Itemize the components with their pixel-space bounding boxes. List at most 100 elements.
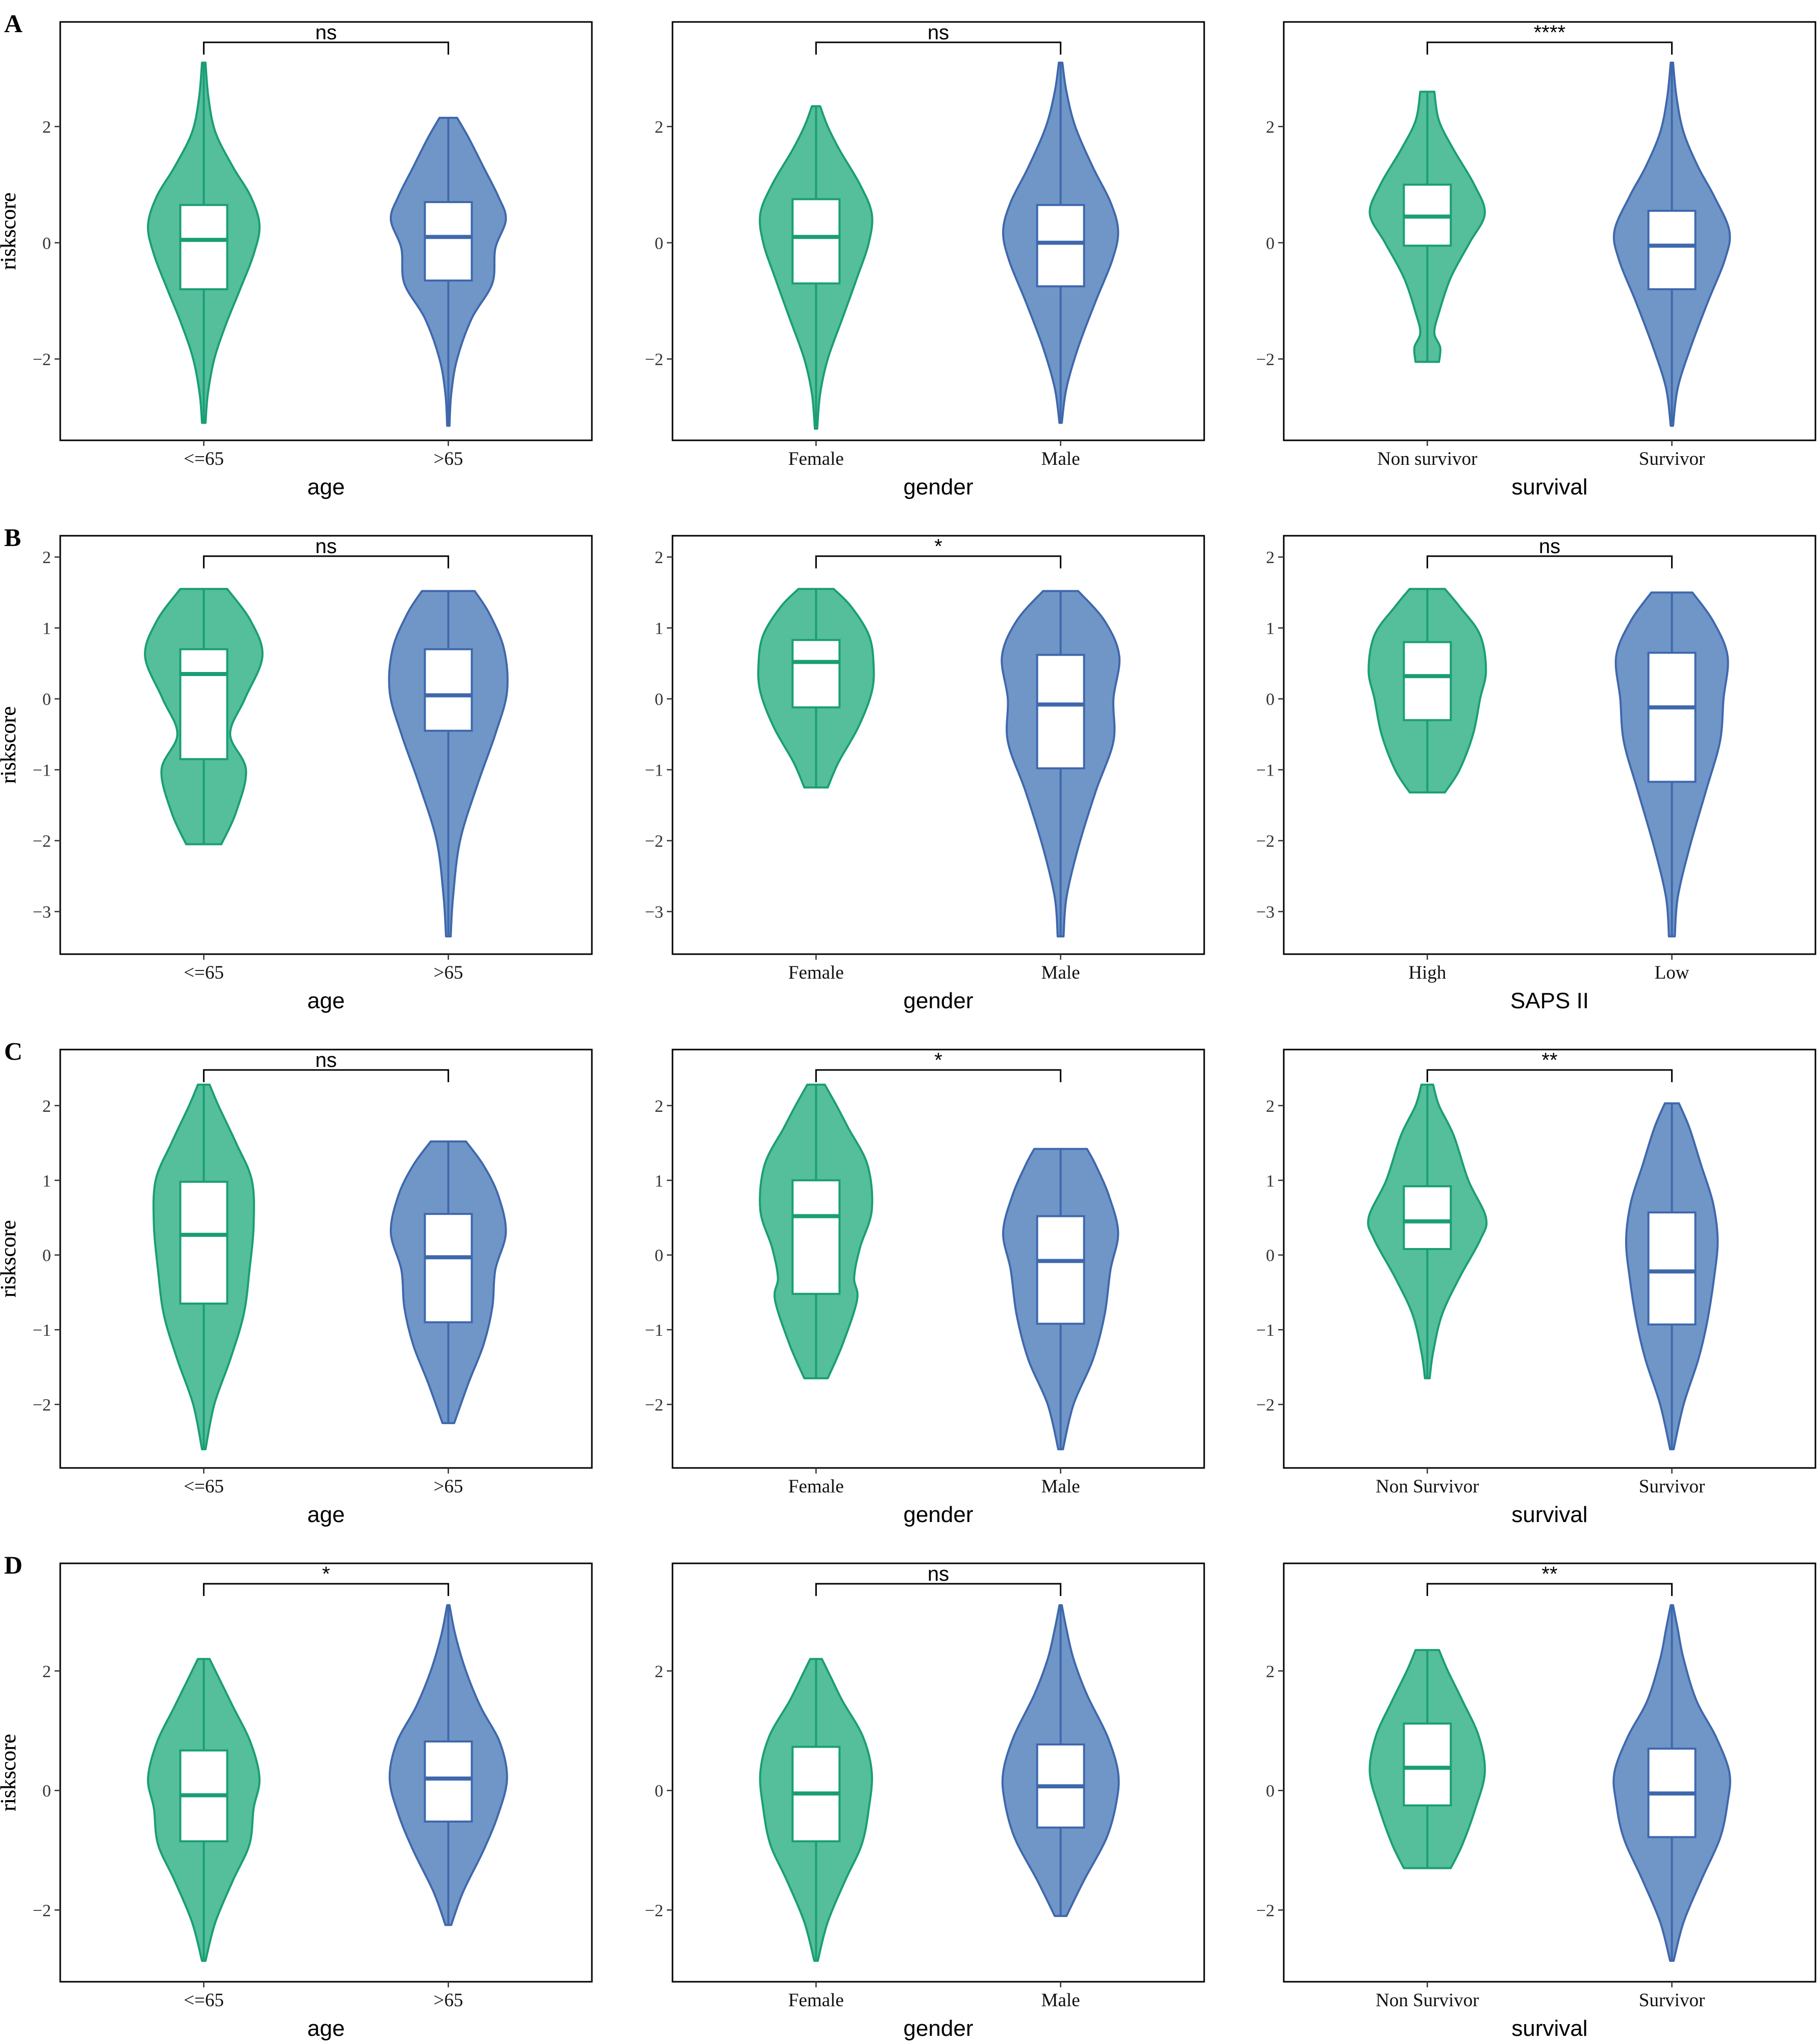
y-tick-label: −1 bbox=[33, 761, 51, 780]
violin-group: <=65 bbox=[152, 1083, 255, 1497]
plot-frame bbox=[671, 535, 1205, 955]
significance-bracket bbox=[1426, 41, 1673, 55]
x-axis-title: age bbox=[307, 2016, 344, 2041]
significance-bracket bbox=[1426, 1583, 1673, 1596]
x-tick-label: Female bbox=[788, 448, 844, 469]
x-tick-label: Non Survivor bbox=[1376, 1476, 1479, 1497]
x-tick-label: Male bbox=[1041, 448, 1080, 469]
significance-label: ** bbox=[1541, 1563, 1557, 1585]
y-tick-label: 2 bbox=[655, 118, 663, 137]
x-axis-title: survival bbox=[1511, 1502, 1587, 1527]
violin-group: Female bbox=[757, 588, 875, 983]
iqr-box bbox=[791, 198, 841, 285]
panel-letter: A bbox=[4, 9, 22, 38]
plot-frame bbox=[1283, 1049, 1816, 1469]
significance-label: ** bbox=[1541, 1049, 1557, 1071]
significance-bracket bbox=[815, 1583, 1062, 1596]
significance-bracket bbox=[203, 555, 450, 568]
y-axis-title: riskscore bbox=[0, 192, 20, 270]
plot-panel-d-1: D −2 0 2 riskscore <=65 >65 age * bbox=[0, 1551, 593, 2041]
significance-label: ns bbox=[315, 21, 337, 44]
y-tick-label: 1 bbox=[655, 1171, 663, 1190]
iqr-box bbox=[1036, 1215, 1085, 1325]
significance-label: ns bbox=[1539, 535, 1560, 558]
plot-frame bbox=[1283, 21, 1816, 441]
significance-label: ns bbox=[315, 535, 337, 558]
y-tick-label: −1 bbox=[33, 1321, 51, 1340]
plot-panel-c-2: −2 −1 0 1 2 riskscore Female Male gender * bbox=[0, 1049, 1205, 1527]
y-tick-label: −1 bbox=[1256, 761, 1275, 780]
violin-group: Male bbox=[1001, 590, 1121, 983]
violin-group: Survivor bbox=[1625, 1102, 1719, 1497]
iqr-box bbox=[423, 201, 473, 282]
x-tick-label: <=65 bbox=[184, 1990, 224, 2011]
significance-label: * bbox=[934, 1049, 942, 1071]
significance-bracket bbox=[815, 555, 1062, 568]
iqr-box bbox=[1647, 210, 1697, 290]
iqr-box bbox=[1647, 652, 1697, 783]
x-axis-title: gender bbox=[903, 1502, 973, 1527]
y-tick-label: 0 bbox=[42, 1782, 51, 1801]
violin-group: Non Survivor bbox=[1367, 1083, 1488, 1497]
x-tick-label: Survivor bbox=[1639, 448, 1705, 469]
y-axis-title: riskscore bbox=[0, 1734, 20, 1811]
y-axis-title: riskscore bbox=[0, 706, 20, 784]
violin-group: Non Survivor bbox=[1368, 1649, 1486, 2011]
y-tick-label: 2 bbox=[42, 1662, 51, 1681]
x-tick-label: >65 bbox=[434, 962, 463, 983]
iqr-box bbox=[423, 648, 473, 732]
iqr-box bbox=[179, 204, 229, 290]
violin-group: Male bbox=[1002, 61, 1119, 469]
significance-label: * bbox=[934, 535, 942, 558]
x-tick-label: Female bbox=[788, 1990, 844, 2011]
y-tick-label: 1 bbox=[1266, 1171, 1275, 1190]
iqr-box bbox=[791, 639, 841, 709]
y-tick-label: −2 bbox=[1256, 1396, 1275, 1415]
x-tick-label: Male bbox=[1041, 1990, 1080, 2011]
y-tick-label: 0 bbox=[655, 1247, 663, 1265]
x-tick-label: <=65 bbox=[184, 962, 224, 983]
significance-bracket bbox=[815, 41, 1062, 55]
x-tick-label: >65 bbox=[434, 1990, 463, 2011]
y-tick-label: 0 bbox=[42, 690, 51, 709]
y-axis-title: riskscore bbox=[0, 706, 20, 784]
y-tick-label: −2 bbox=[1256, 351, 1275, 369]
y-tick-label: −1 bbox=[645, 1321, 663, 1340]
x-tick-label: >65 bbox=[434, 448, 463, 469]
x-tick-label: Female bbox=[788, 1476, 844, 1497]
significance-bracket bbox=[203, 1583, 450, 1596]
y-tick-label: −2 bbox=[645, 351, 663, 369]
x-axis-title: survival bbox=[1511, 2016, 1587, 2041]
iqr-box bbox=[1403, 641, 1452, 721]
y-tick-label: 0 bbox=[655, 234, 663, 253]
x-axis-title: survival bbox=[1511, 475, 1587, 500]
y-tick-label: −1 bbox=[645, 761, 663, 780]
y-tick-label: −2 bbox=[33, 832, 51, 851]
x-axis-title: age bbox=[307, 988, 344, 1013]
iqr-box bbox=[1647, 1211, 1697, 1326]
y-tick-label: 1 bbox=[655, 619, 663, 638]
violin-group: Female bbox=[759, 1658, 874, 2011]
y-axis-title: riskscore bbox=[0, 192, 20, 270]
y-tick-label: 2 bbox=[655, 1662, 663, 1681]
y-tick-label: 2 bbox=[655, 1097, 663, 1116]
x-tick-label: Non Survivor bbox=[1376, 1990, 1479, 2011]
x-tick-label: Male bbox=[1041, 1476, 1080, 1497]
violin-group: Female bbox=[759, 105, 874, 469]
y-tick-label: 2 bbox=[655, 549, 663, 567]
y-tick-label: 0 bbox=[42, 1247, 51, 1265]
violin-group: <=65 bbox=[147, 61, 261, 469]
plot-frame bbox=[1283, 535, 1816, 955]
iqr-box bbox=[179, 648, 229, 760]
y-tick-label: −2 bbox=[33, 1396, 51, 1415]
y-tick-label: −1 bbox=[1256, 1321, 1275, 1340]
y-tick-label: 0 bbox=[1266, 234, 1275, 253]
significance-bracket bbox=[203, 1069, 450, 1082]
y-tick-label: −2 bbox=[33, 1901, 51, 1920]
x-tick-label: Non survivor bbox=[1377, 448, 1477, 469]
violin-group: >65 bbox=[388, 590, 509, 983]
y-tick-label: 2 bbox=[42, 118, 51, 137]
iqr-box bbox=[179, 1181, 229, 1305]
y-axis-title: riskscore bbox=[0, 1734, 20, 1811]
violin-group: >65 bbox=[388, 1604, 508, 2011]
